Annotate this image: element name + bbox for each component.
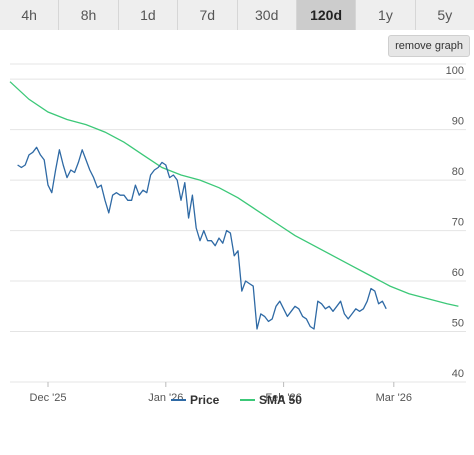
y-tick-label: 90 (452, 116, 464, 128)
y-tick-label: 100 (446, 65, 464, 77)
sma50-line (9, 81, 459, 307)
y-tick-label: 50 (452, 318, 464, 330)
x-tick-label: Dec '25 (30, 392, 67, 404)
tab-120d[interactable]: 120d (296, 0, 357, 30)
price-line (17, 146, 387, 330)
legend-price-label[interactable]: Price (190, 393, 220, 407)
tab-8h[interactable]: 8h (59, 0, 119, 30)
y-tick-label: 40 (452, 368, 464, 380)
x-tick-label: Mar '26 (376, 392, 412, 404)
y-tick-label: 80 (452, 166, 464, 178)
x-tick-label: Feb '26 (265, 392, 301, 404)
tab-1y[interactable]: 1y (356, 0, 416, 30)
legend-sma50-label[interactable]: SMA 50 (259, 393, 302, 407)
x-tick-label: Jan '26 (148, 392, 183, 404)
y-tick-label: 60 (452, 267, 464, 279)
tab-30d[interactable]: 30d (237, 0, 297, 30)
tab-5y[interactable]: 5y (415, 0, 474, 30)
timeframe-tabs: 4h 8h 1d 7d 30d 120d 1y 5y (0, 0, 474, 30)
y-tick-label: 70 (452, 217, 464, 229)
tab-1d[interactable]: 1d (118, 0, 179, 30)
tab-7d[interactable]: 7d (178, 0, 238, 30)
remove-graph-button[interactable]: remove graph (388, 35, 470, 57)
tab-4h[interactable]: 4h (0, 0, 60, 30)
